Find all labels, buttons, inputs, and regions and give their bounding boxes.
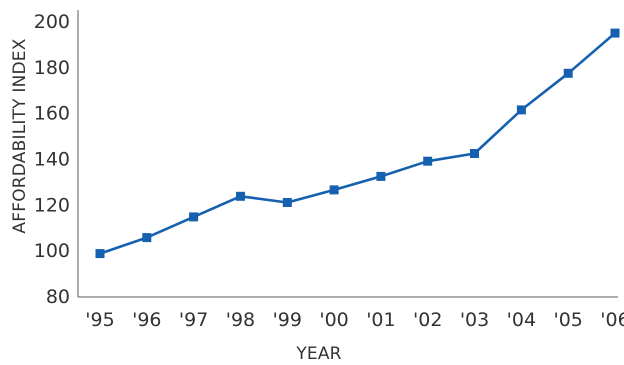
y-tick-label: 100 — [34, 240, 70, 262]
x-tick-label: '04 — [507, 309, 536, 331]
x-tick-labels: '95 '96 '97 '98 '99 '00 '01 '02 '03 '04 '05 '06 — [85, 309, 624, 331]
data-point-marker — [563, 68, 573, 78]
x-tick-label: '95 — [85, 309, 114, 331]
data-point-marker — [236, 191, 245, 201]
data-point-marker — [376, 171, 386, 181]
y-tick-label: 80 — [46, 286, 70, 308]
x-tick-label: '98 — [226, 309, 255, 331]
data-point-marker — [142, 233, 152, 243]
data-point-marker — [189, 212, 199, 222]
data-point-marker — [329, 185, 339, 195]
x-tick-label: '03 — [460, 309, 489, 331]
data-point-marker — [470, 149, 479, 158]
y-tick-label: 180 — [34, 57, 70, 79]
data-point-marker — [95, 249, 105, 259]
x-tick-label: '97 — [179, 309, 208, 331]
x-axis-title: YEAR — [295, 344, 341, 364]
data-point-marker — [282, 198, 292, 207]
y-tick-labels: 80 100 120 140 160 180 200 — [34, 11, 70, 308]
series-group — [95, 28, 620, 259]
y-tick-label: 160 — [34, 103, 70, 125]
data-point-marker — [516, 105, 526, 115]
data-point-marker — [423, 156, 433, 166]
y-tick-label: 120 — [34, 194, 70, 216]
y-tick-label: 140 — [34, 149, 70, 171]
x-tick-label: '05 — [553, 309, 582, 331]
y-tick-label: 200 — [34, 11, 70, 33]
series-line — [98, 31, 617, 255]
x-tick-label: '99 — [273, 309, 302, 331]
data-point-marker — [610, 28, 620, 38]
x-tick-label: '96 — [132, 309, 161, 331]
y-axis-title: AFFORDABILITY INDEX — [10, 38, 30, 233]
x-tick-label: '00 — [319, 309, 348, 331]
x-tick-label: '06 — [600, 309, 624, 331]
x-tick-label: '02 — [413, 309, 442, 331]
x-tick-label: '01 — [366, 309, 395, 331]
